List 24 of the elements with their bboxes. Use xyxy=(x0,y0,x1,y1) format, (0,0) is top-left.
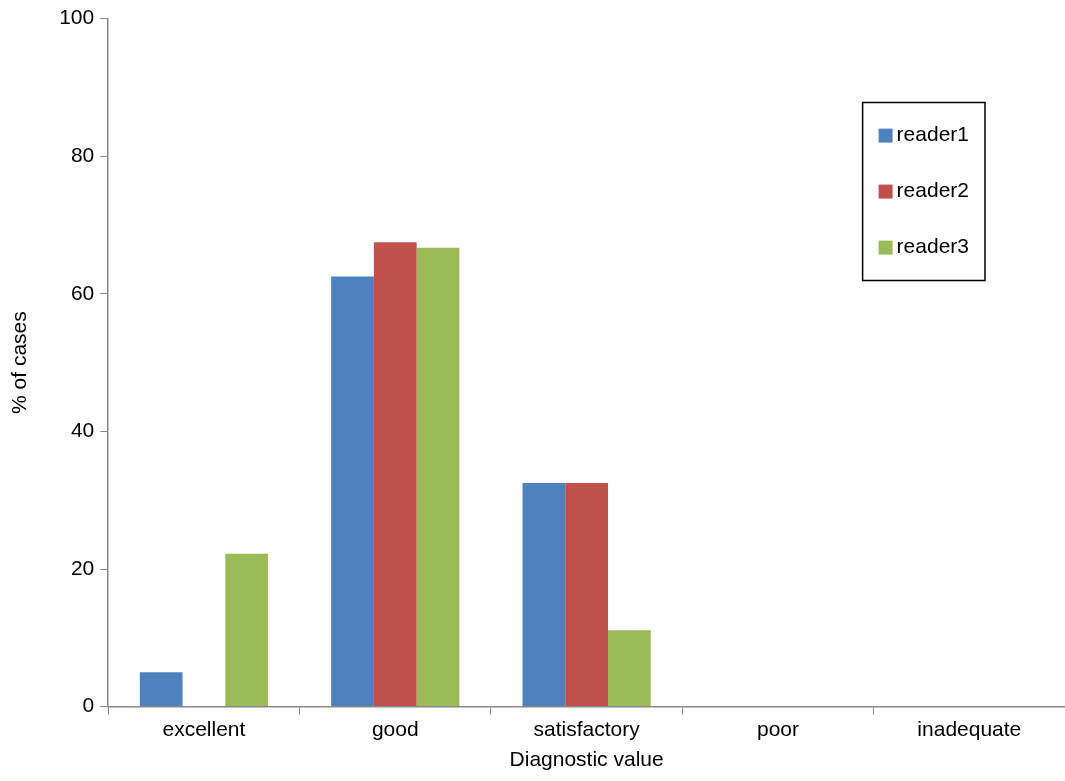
legend-label: reader3 xyxy=(896,234,970,258)
y-tick-label: 0 xyxy=(82,693,95,717)
x-tick-label: inadequate xyxy=(917,717,1022,740)
x-axis-title: Diagnostic value xyxy=(509,747,664,771)
y-tick-label: 20 xyxy=(70,555,95,579)
x-tick-label: poor xyxy=(756,717,799,740)
bar xyxy=(331,276,374,707)
x-tick-label: excellent xyxy=(162,717,246,740)
y-tick-label: 40 xyxy=(70,418,95,442)
bar xyxy=(225,553,269,707)
legend-label: reader2 xyxy=(896,178,970,202)
bar xyxy=(565,483,608,707)
bar xyxy=(522,483,566,707)
bar xyxy=(607,630,651,707)
bar xyxy=(373,242,417,707)
y-axis-title: % of cases xyxy=(7,311,31,414)
bar xyxy=(139,672,183,707)
y-tick-label: 60 xyxy=(70,280,95,304)
bar xyxy=(416,247,460,707)
x-tick-label: satisfactory xyxy=(533,717,641,740)
x-tick-label: good xyxy=(371,717,419,740)
legend-label: reader1 xyxy=(896,122,970,146)
y-tick-label: 100 xyxy=(59,5,95,29)
y-tick-label: 80 xyxy=(70,143,95,166)
